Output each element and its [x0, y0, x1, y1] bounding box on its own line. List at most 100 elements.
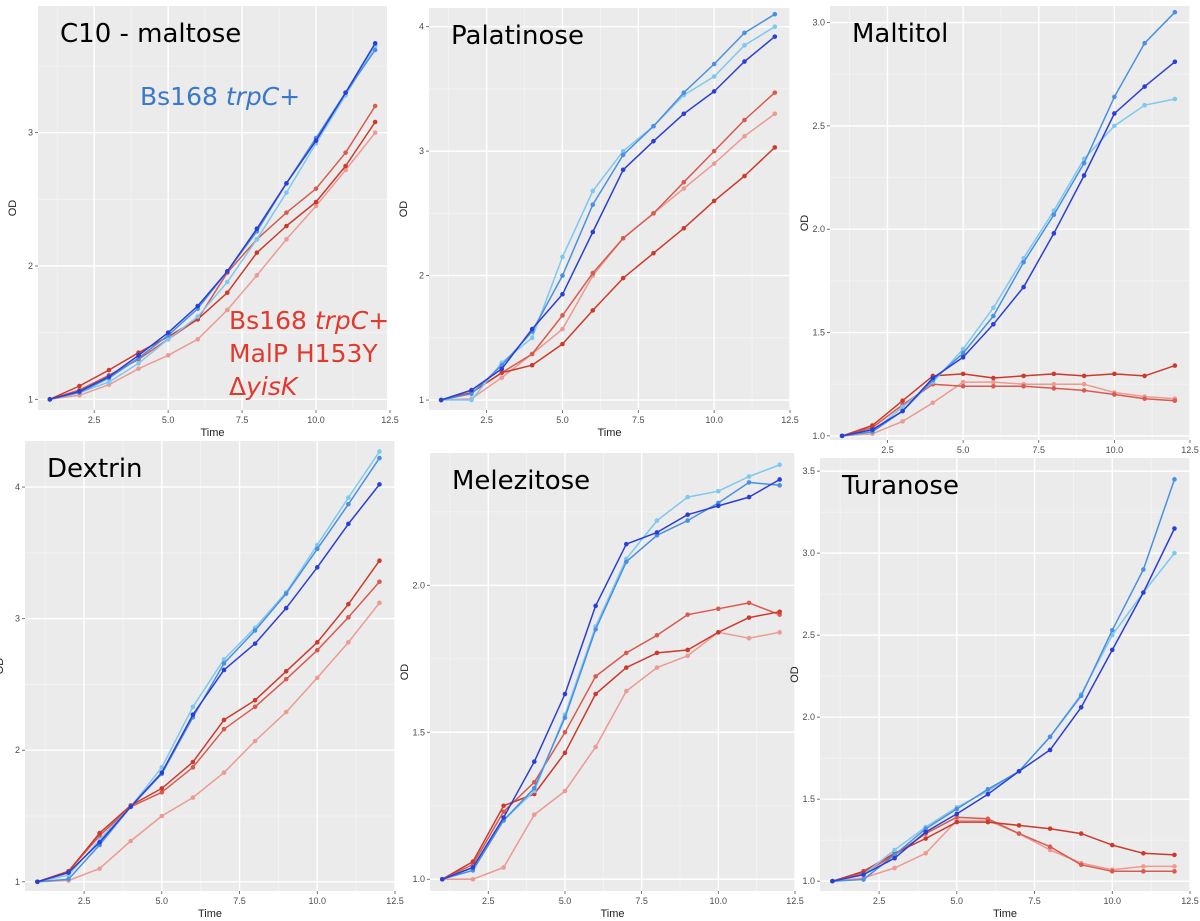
- x-tick-label: 7.5: [236, 415, 249, 425]
- data-point-red-light: [372, 130, 378, 135]
- data-point-blue-dark: [1172, 526, 1177, 531]
- data-point-red-mid: [1081, 388, 1087, 393]
- series-line-red-dark: [440, 146, 776, 401]
- data-point-blue-dark: [1078, 705, 1084, 710]
- data-point-blue-dark: [1142, 84, 1147, 89]
- data-point-blue-mid: [252, 628, 258, 633]
- y-tick-label: 3.5: [802, 466, 815, 476]
- data-point-red-mid: [1016, 831, 1022, 836]
- legend-red-line1-prefix: Bs168: [229, 306, 315, 335]
- data-point-blue-dark: [830, 878, 835, 884]
- y-tick-label: 3: [419, 146, 424, 156]
- data-point-red-mid: [1109, 869, 1115, 874]
- series-line-blue-light: [49, 45, 376, 401]
- data-point-red-mid: [960, 383, 966, 389]
- chart-panel-dextrin: 2.5 5.0 7.5 10.0 12.5 1 2 3 4 Time OD Dextrin: [0, 441, 404, 921]
- series-line-blue-mid: [440, 13, 776, 401]
- x-tick-label: 7.5: [1028, 896, 1041, 906]
- data-point-blue-dark: [560, 291, 565, 297]
- data-point-red-mid: [529, 351, 535, 357]
- data-point-red-dark: [900, 398, 905, 404]
- data-point-blue-dark: [1051, 231, 1057, 236]
- x-tick-label: 12.5: [781, 415, 799, 425]
- chart-panel-palatinose: 2.5 5.0 7.5 10.0 12.5 1 2 3 4 Time OD Palatinose: [395, 0, 799, 440]
- data-point-blue-mid: [777, 483, 782, 488]
- x-tick-label: 2.5: [78, 896, 91, 906]
- data-point-blue-dark: [136, 353, 141, 358]
- data-point-red-light: [313, 203, 319, 209]
- data-point-red-dark: [224, 290, 230, 295]
- y-axis-title: OD: [399, 664, 411, 681]
- plot-area: [38, 6, 387, 410]
- data-point-red-dark: [501, 803, 506, 809]
- plot-area: [25, 441, 395, 891]
- data-point-red-light: [1051, 381, 1057, 387]
- data-point-red-mid: [372, 103, 378, 109]
- x-tick-label: 2.5: [881, 445, 894, 455]
- series-line-red-light: [37, 602, 381, 883]
- data-point-red-dark: [377, 558, 382, 564]
- data-point-blue-dark: [985, 791, 991, 797]
- data-point-blue-dark: [1112, 111, 1117, 116]
- data-point-red-dark: [716, 630, 721, 635]
- data-point-red-light: [531, 812, 537, 817]
- data-point-red-light: [224, 307, 230, 313]
- data-point-blue-mid: [1172, 9, 1178, 15]
- data-point-blue-mid: [314, 546, 320, 552]
- data-point-red-dark: [562, 750, 568, 756]
- data-point-blue-dark: [469, 387, 474, 393]
- data-point-blue-dark: [620, 167, 626, 173]
- data-point-blue-dark: [313, 138, 319, 143]
- data-point-red-mid: [343, 150, 348, 155]
- data-point-red-light: [136, 366, 141, 371]
- x-tick-label: 5.0: [559, 896, 572, 906]
- data-point-red-mid: [346, 615, 351, 620]
- x-tick-label: 2.5: [88, 415, 101, 425]
- data-point-blue-dark: [343, 90, 348, 95]
- data-point-blue-dark: [685, 512, 690, 518]
- x-tick-label: 5.0: [556, 415, 569, 425]
- data-point-blue-dark: [66, 870, 71, 875]
- data-point-blue-mid: [1142, 40, 1147, 46]
- data-point-red-mid: [624, 650, 629, 656]
- data-point-blue-dark: [923, 829, 929, 835]
- data-point-red-dark: [590, 308, 596, 313]
- data-point-blue-dark: [159, 770, 165, 775]
- data-point-red-dark: [1051, 371, 1057, 377]
- x-tick-label: 10.0: [309, 896, 327, 906]
- y-tick-label: 2.5: [802, 630, 815, 640]
- data-point-blue-light: [377, 449, 382, 454]
- data-point-red-light: [960, 379, 966, 385]
- data-point-blue-mid: [1081, 160, 1087, 166]
- y-tick-label: 2.0: [412, 580, 425, 590]
- data-point-blue-dark: [97, 840, 102, 845]
- series-line-blue-dark: [37, 483, 381, 883]
- data-point-blue-dark: [47, 397, 53, 402]
- legend-red-line3: ΔyisK: [229, 370, 389, 403]
- data-point-red-dark: [985, 819, 991, 825]
- data-point-blue-light: [106, 379, 112, 385]
- data-point-red-light: [128, 838, 134, 844]
- series-line-red-light: [441, 113, 776, 401]
- data-point-blue-mid: [651, 123, 656, 129]
- data-point-red-mid: [1021, 383, 1026, 389]
- data-point-red-mid: [560, 313, 565, 318]
- data-point-blue-mid: [685, 518, 690, 523]
- data-point-red-light: [742, 133, 747, 139]
- x-tick-label: 10.0: [1106, 445, 1124, 455]
- data-point-blue-mid: [772, 11, 778, 17]
- data-point-red-light: [991, 379, 996, 385]
- chart-panel-turanose: 2.5 5.0 7.5 10.0 12.5 1.0 1.5 2.0 2.5 3.0 3.5 Time O…: [785, 458, 1199, 921]
- data-point-red-dark: [954, 819, 960, 825]
- data-point-red-dark: [159, 786, 165, 791]
- data-point-blue-light: [777, 462, 782, 468]
- y-tick-label: 1: [419, 395, 424, 405]
- plot-area: [429, 8, 790, 410]
- chart-svg-turanose: 2.5 5.0 7.5 10.0 12.5 1.0 1.5 2.0 2.5 3.0 3.5 Time O…: [789, 458, 1199, 920]
- data-point-blue-light: [195, 314, 201, 319]
- data-point-blue-mid: [960, 350, 966, 356]
- x-tick-label: 7.5: [635, 896, 648, 906]
- y-tick-label: 3: [15, 614, 20, 624]
- data-point-blue-light: [224, 279, 230, 285]
- data-point-red-dark: [254, 250, 260, 255]
